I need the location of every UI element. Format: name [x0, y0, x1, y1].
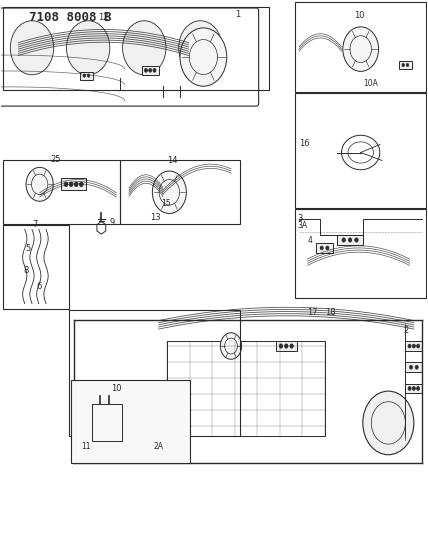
Text: 14: 14 — [167, 156, 178, 165]
Text: 25: 25 — [50, 155, 61, 164]
Circle shape — [416, 344, 419, 348]
Circle shape — [416, 386, 419, 390]
Bar — [61, 179, 86, 190]
Circle shape — [69, 182, 73, 187]
Circle shape — [406, 63, 409, 67]
Bar — [80, 71, 93, 79]
Circle shape — [144, 68, 148, 72]
Bar — [69, 310, 240, 436]
Circle shape — [80, 182, 83, 187]
Text: 17: 17 — [308, 308, 318, 317]
Text: 3A: 3A — [297, 221, 307, 230]
Text: 10: 10 — [111, 384, 122, 393]
Text: 3: 3 — [297, 214, 302, 223]
Circle shape — [220, 333, 242, 359]
Circle shape — [415, 365, 418, 369]
Text: 15: 15 — [161, 198, 170, 207]
Text: 16: 16 — [299, 139, 310, 148]
Circle shape — [26, 167, 53, 201]
Circle shape — [320, 246, 323, 250]
Circle shape — [64, 182, 68, 187]
Bar — [295, 93, 426, 208]
Circle shape — [343, 27, 378, 71]
Text: 5: 5 — [25, 244, 30, 253]
Bar — [71, 381, 190, 463]
Text: 10: 10 — [354, 11, 365, 20]
Text: 10A: 10A — [363, 79, 377, 88]
Circle shape — [10, 21, 54, 75]
Circle shape — [279, 344, 282, 348]
Text: 7: 7 — [32, 220, 37, 229]
Circle shape — [402, 63, 404, 67]
Bar — [3, 160, 120, 224]
Circle shape — [290, 344, 293, 348]
Circle shape — [74, 182, 78, 187]
Text: 13: 13 — [150, 213, 161, 222]
Circle shape — [87, 74, 90, 77]
Bar — [142, 66, 159, 75]
Bar — [3, 225, 69, 309]
Circle shape — [152, 171, 186, 214]
Bar — [405, 384, 422, 393]
Circle shape — [348, 238, 352, 242]
Circle shape — [412, 344, 416, 348]
Bar — [3, 7, 269, 91]
Bar — [295, 209, 426, 298]
Text: 8: 8 — [24, 266, 29, 275]
Text: 4: 4 — [308, 236, 312, 245]
Text: 12: 12 — [98, 13, 109, 22]
Circle shape — [410, 365, 413, 369]
Circle shape — [149, 68, 152, 72]
Bar — [399, 61, 412, 69]
Bar — [405, 341, 422, 351]
Text: 9: 9 — [110, 218, 115, 227]
Bar — [92, 405, 122, 441]
Circle shape — [66, 21, 110, 75]
Circle shape — [179, 21, 222, 75]
Circle shape — [363, 391, 414, 455]
Text: 11: 11 — [81, 442, 91, 451]
Circle shape — [180, 28, 227, 86]
Text: 7108 8008 B: 7108 8008 B — [29, 11, 112, 24]
Bar — [316, 243, 333, 253]
Circle shape — [285, 344, 288, 348]
Circle shape — [408, 386, 411, 390]
Text: 2: 2 — [403, 326, 408, 335]
Circle shape — [122, 21, 166, 75]
Bar — [405, 362, 422, 372]
Bar — [120, 160, 240, 224]
Circle shape — [153, 68, 156, 72]
Text: 2A: 2A — [154, 442, 163, 451]
Text: 1: 1 — [235, 10, 240, 19]
Text: 18: 18 — [325, 308, 336, 317]
Circle shape — [412, 386, 416, 390]
Circle shape — [326, 246, 329, 250]
Circle shape — [355, 238, 358, 242]
Circle shape — [342, 238, 345, 242]
Circle shape — [83, 74, 86, 77]
Circle shape — [82, 391, 133, 455]
Text: 6: 6 — [36, 282, 42, 291]
Bar — [167, 341, 324, 436]
Bar — [337, 235, 363, 245]
Circle shape — [408, 344, 411, 348]
Bar — [276, 341, 297, 351]
Bar — [295, 3, 426, 92]
